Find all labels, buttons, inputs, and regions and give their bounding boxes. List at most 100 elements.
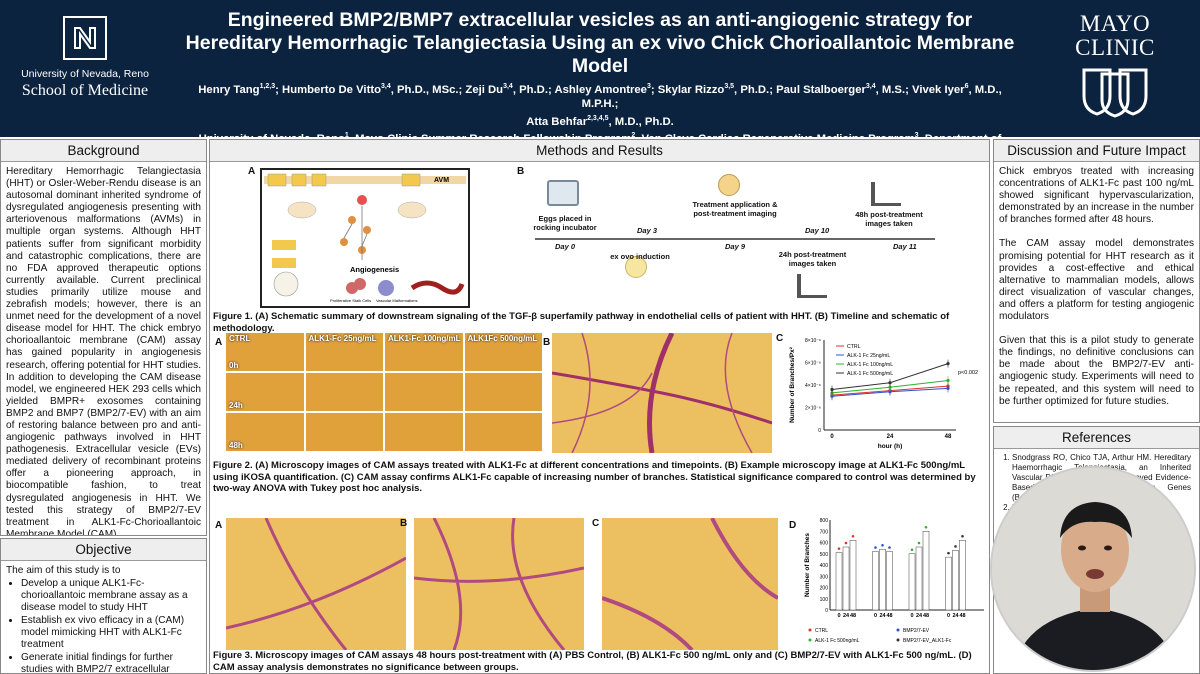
data-point	[888, 385, 892, 389]
fig3-caption: Figure 3. Microscopy images of CAM assay…	[213, 650, 972, 673]
data-point	[888, 390, 892, 394]
data-bar	[952, 550, 959, 611]
data-point	[888, 546, 891, 549]
unr-university-name: University of Nevada, Reno	[21, 68, 149, 80]
y-tick-label: 400	[820, 563, 829, 569]
data-point	[910, 548, 914, 552]
data-point	[837, 547, 841, 550]
avm-label: AVM	[434, 177, 449, 184]
data-point	[830, 387, 834, 392]
x-tick-label: 24	[843, 613, 850, 619]
presenter-eye	[1104, 545, 1112, 551]
legend-swatch	[808, 638, 812, 642]
legend-label: ALK-1 Fc 500ng/mL	[847, 371, 893, 377]
fig2-label-c: C	[776, 333, 784, 344]
discussion-text: Chick embryos treated with increasing co…	[994, 162, 1199, 408]
data-point	[851, 534, 855, 538]
data-bar	[835, 552, 843, 611]
vessel-network-drawing	[552, 333, 772, 453]
presenter-mouth	[1086, 569, 1104, 579]
egg-icon	[625, 256, 647, 278]
y-tick-label: 0	[818, 428, 821, 434]
y-tick-label: 100	[820, 597, 829, 603]
data-bar	[915, 546, 923, 611]
objective-list: Develop a unique ALK1-Fc-chorioallantoic…	[1, 578, 206, 673]
discussion-paragraph: Chick embryos treated with increasing co…	[999, 166, 1194, 226]
receptor-box	[291, 173, 307, 187]
objective-heading: Objective	[1, 539, 206, 561]
legend-swatch	[896, 638, 900, 642]
x-tick-label: 0	[830, 434, 834, 440]
legend-label: CTRL	[847, 344, 861, 350]
receptor-box	[401, 173, 421, 187]
vessel-path	[647, 333, 675, 453]
legend-swatch	[808, 628, 812, 632]
unr-logo: University of Nevada, Reno School of Med…	[10, 16, 160, 126]
data-bar	[872, 551, 879, 611]
data-bar	[886, 551, 893, 611]
fig2-label-b: B	[543, 337, 551, 348]
objective-item: Establish ex vivo efficacy in a (CAM) mo…	[21, 615, 202, 651]
x-tick-label: 24	[952, 613, 959, 619]
y-tick-label: 4×10⁻⁶	[805, 383, 821, 389]
y-tick-label: 300	[820, 574, 829, 580]
y-axis-title: Number of Branches	[804, 533, 811, 597]
fig3b-alk1fc-image	[414, 518, 584, 650]
background-text: Hereditary Hemorrhagic Telangiectasia (H…	[6, 166, 201, 536]
x-tick-label: 24	[879, 613, 886, 619]
data-bar	[908, 553, 916, 611]
x-tick-label: 48	[945, 434, 952, 440]
x-tick-label: 48	[923, 613, 929, 619]
discussion-paragraph: The CAM assay model demonstrates promisi…	[999, 238, 1194, 323]
x-tick-label: 24	[887, 434, 894, 440]
fig2b-ikosa-image	[552, 333, 772, 453]
microscopy-image: 48h	[226, 413, 304, 451]
x-axis-title: hour (h)	[878, 443, 903, 450]
receptor-box	[272, 258, 296, 268]
fig1b-timeline: Eggs placed in rocking incubator ex ovo …	[525, 170, 955, 310]
background-heading: Background	[1, 140, 206, 162]
x-tick-label: 0	[947, 613, 950, 619]
data-point	[954, 545, 957, 548]
row-label: 0h	[229, 361, 239, 370]
fig3-label-a: A	[215, 520, 223, 531]
fig3a-pbs-control-image	[226, 518, 406, 650]
row-label: 48h	[229, 441, 243, 450]
data-point	[961, 534, 964, 538]
fig2c-chart: 0 2×10⁻⁶ 4×10⁻⁶ 6×10⁻⁶ 8×10⁻⁶ 0 24 48 hour (h) Nu…	[784, 330, 988, 456]
legend-label: BMP2/7-EV	[903, 628, 930, 634]
y-tick-label: 600	[820, 541, 829, 547]
smad-node	[397, 201, 427, 219]
x-tick-label: 48	[886, 613, 892, 619]
significance-annotation: p<0.002	[958, 370, 978, 376]
legend-label: ALK-1 Fc 500ng/mL	[815, 638, 860, 644]
data-point	[888, 381, 892, 385]
legend-label: BMP2/7-EV_ALK1-Fc	[903, 638, 952, 644]
data-bar	[959, 540, 966, 611]
y-tick-label: 700	[820, 529, 829, 535]
branches-bar-chart: 0 100 200 300 400 500 600 700 800 Number of Branc…	[804, 518, 984, 644]
microscopy-image: CTRL 0h	[226, 333, 304, 371]
presenter-hair	[1060, 502, 1132, 538]
data-bar	[849, 540, 857, 611]
row-label: 24h	[229, 401, 243, 410]
fig2-label-a: A	[215, 337, 223, 348]
column-label: ALK1-Fc 25ng/mL	[308, 334, 377, 343]
angiogenesis-label: Angiogenesis	[350, 265, 399, 274]
x-tick-label: 0	[910, 613, 913, 619]
x-tick-label: 0	[837, 613, 840, 619]
microscopy-image: ALK1-Fc 100ng/mL	[385, 333, 463, 371]
signal-node	[363, 226, 371, 234]
legend-label: CTRL	[815, 628, 828, 634]
data-bar	[879, 549, 886, 611]
microscopy-image	[305, 373, 383, 411]
unr-n-icon	[63, 16, 107, 60]
mayo-shields-icon	[1082, 68, 1148, 118]
vessel-network-drawing	[226, 518, 406, 650]
unr-school-name: School of Medicine	[21, 82, 149, 99]
fig1a-schematic: AVM Angiogenesis Proliferative Stalk Cel…	[260, 168, 470, 308]
objective-intro: The aim of this study is to	[6, 565, 121, 576]
receptor-box	[267, 173, 287, 187]
vessel-path	[414, 518, 584, 650]
mayo-clinic-logo: MAYO CLINIC	[1050, 12, 1180, 123]
